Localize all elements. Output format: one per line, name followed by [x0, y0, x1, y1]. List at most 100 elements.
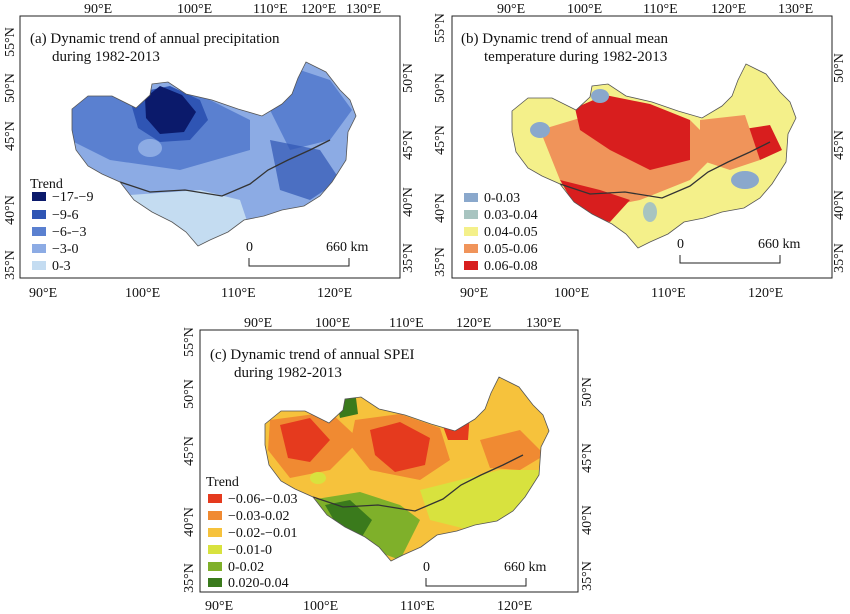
panel-b: 90°E 100°E 110°E 120°E 130°E 90°E 100°E …	[433, 2, 847, 301]
panel-b-bottom-tick: 120°E	[748, 286, 783, 301]
panel-a-bottom-ticks: 90°E 100°E 110°E 120°E	[29, 286, 352, 301]
panel-b-top-tick: 120°E	[711, 2, 746, 17]
panel-a-legend-swatch	[32, 192, 46, 201]
panel-c-spot	[310, 472, 326, 484]
panel-c-bottom-tick: 120°E	[497, 599, 532, 614]
panel-b-right-tick: 45°N	[832, 130, 847, 160]
panel-c-legend-swatch	[208, 545, 222, 554]
panel-b-right-ticks: 50°N 45°N 40°N 35°N	[832, 53, 847, 273]
panel-a-right-tick: 45°N	[401, 130, 416, 160]
panel-c-scale-start: 0	[423, 560, 430, 575]
panel-c-title: (c) Dynamic trend of annual SPEI	[210, 347, 415, 363]
panel-c-subtitle: during 1982-2013	[234, 365, 342, 381]
panel-b-bottom-tick: 110°E	[651, 286, 686, 301]
panel-c-left-tick: 55°N	[182, 327, 197, 357]
panel-c-right-tick: 45°N	[580, 443, 595, 473]
panel-b-left-tick: 35°N	[433, 247, 448, 277]
panel-b-bottom-ticks: 90°E 100°E 110°E 120°E	[460, 286, 783, 301]
panel-c-left-ticks: 55°N 50°N 45°N 40°N 35°N	[182, 327, 197, 593]
panel-b-scale-end: 660 km	[758, 237, 801, 252]
panel-a-bottom-tick: 120°E	[317, 286, 352, 301]
panel-c-scale-end: 660 km	[504, 560, 547, 575]
panel-c-bottom-tick: 110°E	[400, 599, 435, 614]
panel-c-legend-swatch	[208, 528, 222, 537]
panel-c-top-ticks: 90°E 100°E 110°E 120°E 130°E	[244, 316, 561, 331]
panel-c-border	[312, 454, 524, 512]
panel-a-left-tick: 40°N	[3, 195, 18, 225]
panel-b-spot	[643, 202, 657, 222]
panel-b-legend-swatch	[464, 261, 478, 270]
panel-b-bottom-tick: 100°E	[554, 286, 589, 301]
panel-b-scale-line	[679, 255, 781, 264]
panel-a-map	[71, 61, 357, 247]
panel-b-legend-swatch	[464, 244, 478, 253]
panel-a-right-tick: 50°N	[401, 63, 416, 93]
panel-b-legend-label: 0.04-0.05	[484, 225, 538, 240]
panel-a-spot	[138, 139, 162, 157]
panel-c-legend-label: −0.03-0.02	[228, 509, 290, 524]
panel-b-legend-swatch	[464, 227, 478, 236]
panel-a-legend-label: −9-6	[52, 208, 79, 223]
panel-c-right-tick: 50°N	[580, 377, 595, 407]
panel-c-left-tick: 35°N	[182, 563, 197, 593]
panel-b-top-ticks: 90°E 100°E 110°E 120°E 130°E	[497, 2, 813, 17]
panel-a-legend-swatch	[32, 210, 46, 219]
panel-b-right-tick: 40°N	[832, 190, 847, 220]
panel-b-zone	[700, 115, 760, 170]
panel-a-border	[119, 139, 331, 197]
panel-c-legend-title: Trend	[206, 475, 239, 490]
panel-c-left-tick: 40°N	[182, 507, 197, 537]
panel-b-legend: 0-0.03 0.03-0.04 0.04-0.05 0.05-0.06 0.0…	[464, 191, 538, 274]
panel-a-legend-swatch	[32, 261, 46, 270]
panel-a-legend-label: −6-−3	[52, 225, 86, 240]
panel-b-scale-start: 0	[677, 237, 684, 252]
panel-c-top-tick: 130°E	[526, 316, 561, 331]
panel-a-top-tick: 90°E	[84, 2, 112, 17]
panel-b-top-tick: 90°E	[497, 2, 525, 17]
panel-c-legend: Trend −0.06-−0.03 −0.03-0.02 −0.02-−0.01…	[206, 475, 297, 591]
panel-b-map	[511, 63, 797, 249]
panel-a-bottom-tick: 100°E	[125, 286, 160, 301]
panel-b-subtitle: temperature during 1982-2013	[484, 49, 667, 65]
panel-c-right-tick: 40°N	[580, 505, 595, 535]
panel-c-legend-label: 0-0.02	[228, 560, 264, 575]
panel-b-top-tick: 100°E	[567, 2, 602, 17]
panel-c-top-tick: 100°E	[315, 316, 350, 331]
panel-c-legend-swatch	[208, 511, 222, 520]
panel-c-bottom-tick: 100°E	[303, 599, 338, 614]
panel-b-scale-bar: 0 660 km	[677, 237, 801, 264]
panel-a: 90°E 100°E 110°E 120°E 130°E 90°E 100°E …	[3, 2, 416, 301]
panel-b-outline	[511, 63, 797, 249]
panel-a-right-tick: 40°N	[401, 187, 416, 217]
panel-a-legend-label: −3-0	[52, 242, 79, 257]
panel-a-title: (a) Dynamic trend of annual precipitatio…	[30, 31, 280, 47]
panel-a-left-tick: 55°N	[3, 27, 18, 57]
panel-a-zone	[270, 140, 340, 200]
panel-a-legend-swatch	[32, 227, 46, 236]
panel-a-right-ticks: 50°N 45°N 40°N 35°N	[401, 63, 416, 273]
panel-a-zone	[145, 86, 196, 134]
panel-c-legend-swatch	[208, 494, 222, 503]
panel-c-left-tick: 45°N	[182, 436, 197, 466]
panel-b-bottom-tick: 90°E	[460, 286, 488, 301]
panel-c-legend-swatch	[208, 578, 222, 587]
panel-a-right-tick: 35°N	[401, 243, 416, 273]
panel-c: 90°E 100°E 110°E 120°E 130°E 90°E 100°E …	[182, 316, 595, 614]
panel-b-legend-label: 0.06-0.08	[484, 259, 538, 274]
panel-b-right-tick: 35°N	[832, 243, 847, 273]
panel-c-zone	[480, 430, 545, 470]
panel-a-subtitle: during 1982-2013	[52, 49, 160, 65]
panel-c-top-tick: 110°E	[389, 316, 424, 331]
panel-c-top-tick: 90°E	[244, 316, 272, 331]
panel-c-legend-label: 0.020-0.04	[228, 576, 289, 591]
panel-c-right-tick: 35°N	[580, 561, 595, 591]
panel-a-scale-line	[248, 258, 350, 267]
panel-a-scale-bar: 0 660 km	[246, 240, 369, 267]
panel-a-left-tick: 35°N	[3, 250, 18, 280]
panel-c-top-tick: 120°E	[456, 316, 491, 331]
panel-a-legend-label: −17-−9	[52, 190, 93, 205]
panel-c-zone	[370, 422, 430, 472]
panel-a-bottom-tick: 90°E	[29, 286, 57, 301]
panel-c-legend-swatch	[208, 562, 222, 571]
